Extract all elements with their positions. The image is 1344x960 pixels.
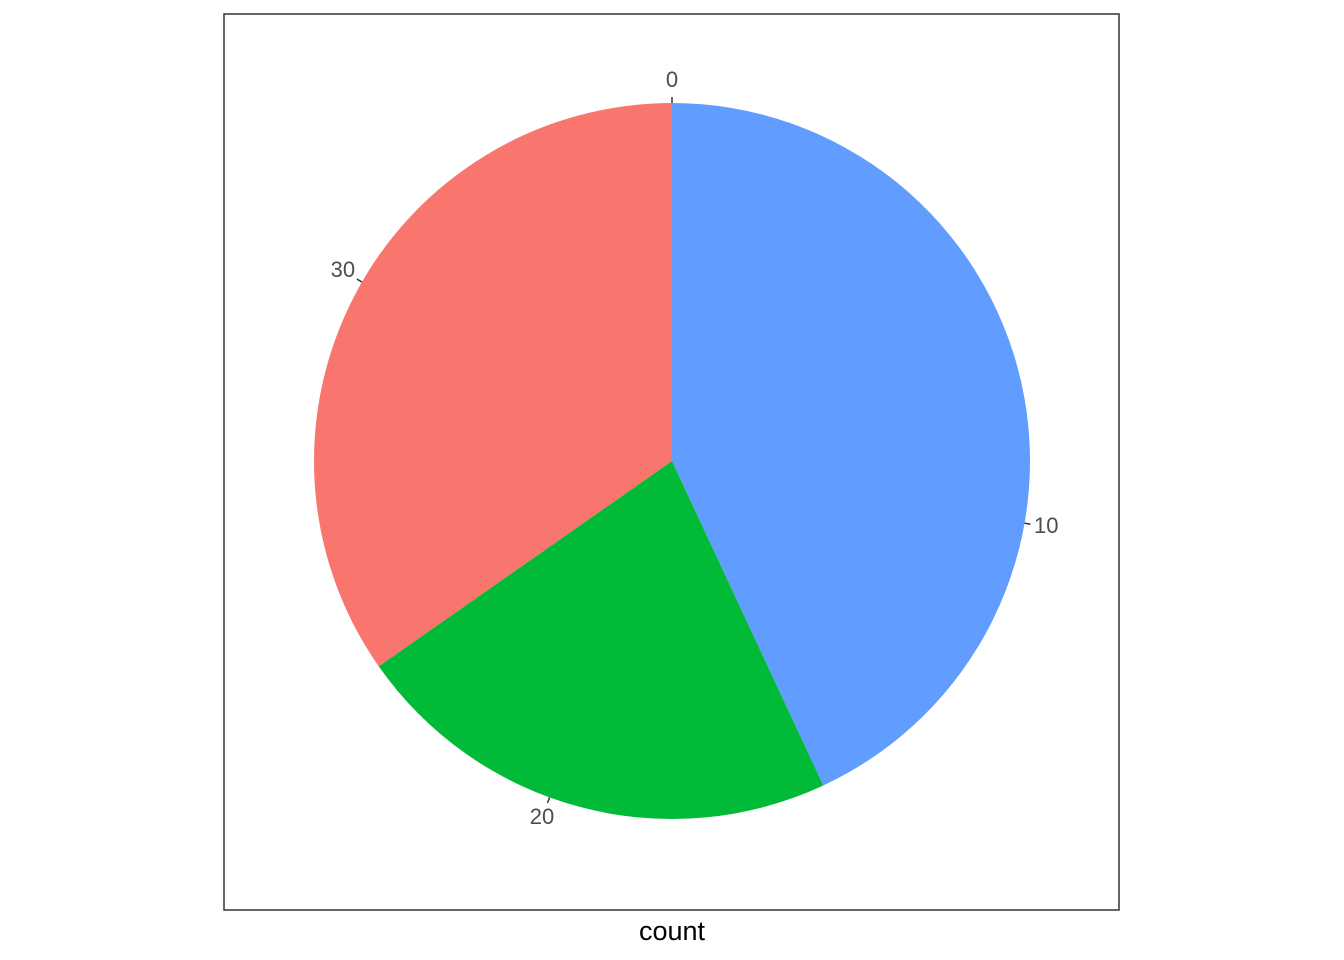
x-axis-title: count	[639, 916, 706, 946]
panel-border	[223, 13, 1120, 911]
axis-tick-label: 30	[331, 257, 355, 282]
axis-tick-label: 20	[530, 804, 554, 829]
pie-slice	[378, 461, 824, 820]
pie-slice	[672, 103, 1031, 786]
pie-slices	[313, 103, 1031, 820]
axis-tick	[356, 278, 363, 283]
pie-slice	[313, 103, 672, 667]
axis-tick	[546, 797, 551, 804]
axis-tick-label: 10	[1034, 513, 1058, 538]
axis-tick	[1024, 522, 1031, 525]
axis-tick-label: 0	[666, 67, 678, 92]
axis-tick-labels: 0 10 20 30	[331, 67, 1059, 829]
axis-ticks	[356, 97, 1031, 804]
